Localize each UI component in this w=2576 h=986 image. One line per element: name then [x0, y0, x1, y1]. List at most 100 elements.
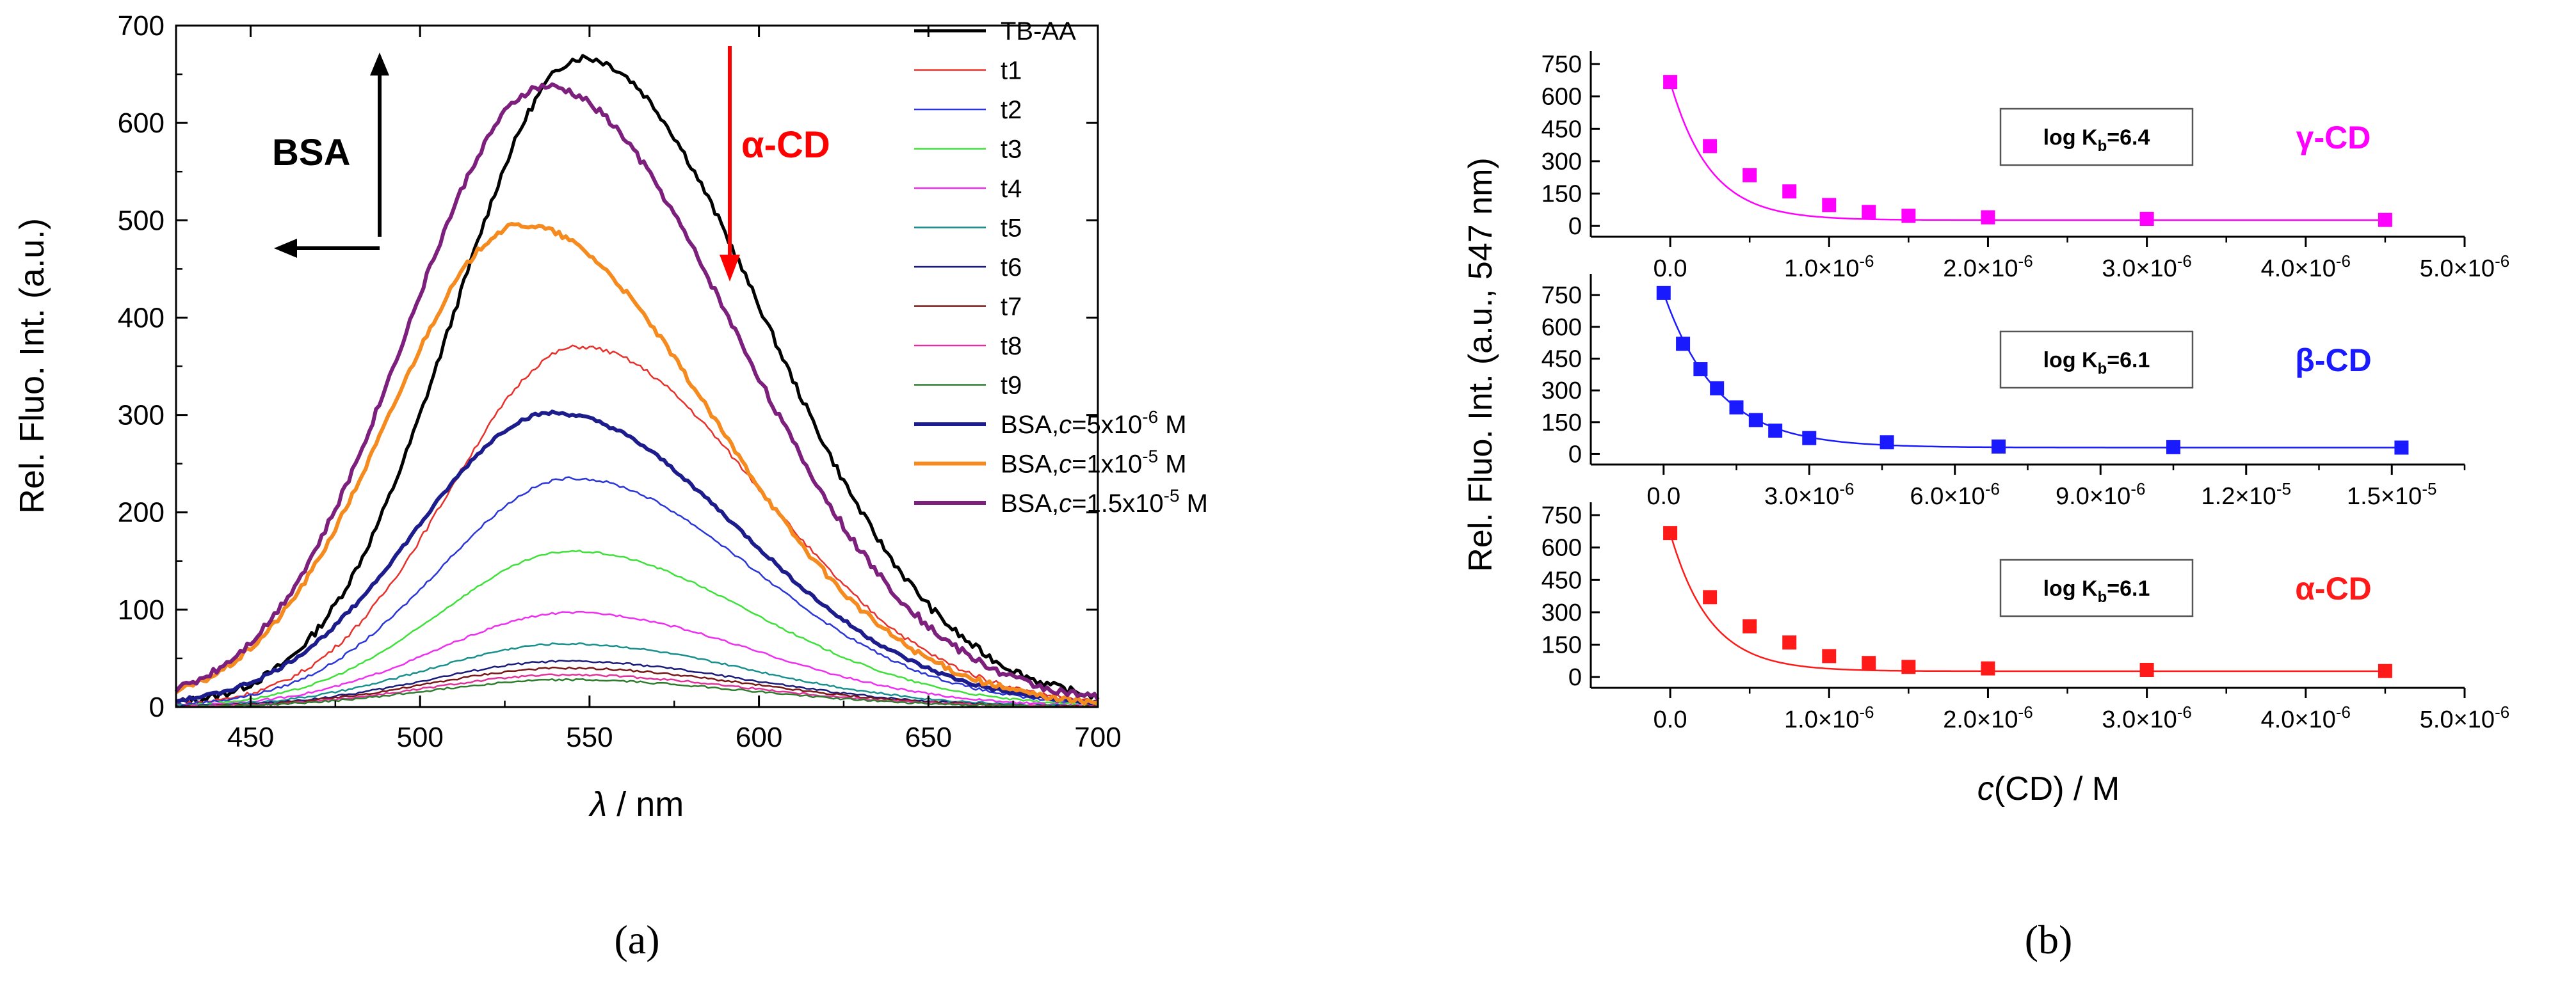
- caption-b: (b): [2025, 917, 2073, 962]
- legend-label-BSA,c=1.5x10-5 M: BSA,c=1.5x10-5 M: [1001, 486, 1208, 518]
- y-tick-label: 450: [1542, 116, 1582, 143]
- data-point: [1981, 210, 1995, 225]
- x-tick-label: 1.0×10-6: [1784, 251, 1874, 282]
- y-tick-label: 750: [1542, 282, 1582, 309]
- x-tick-label: 5.0×10-6: [2420, 703, 2509, 733]
- data-point: [1862, 205, 1876, 219]
- logk-text: log Kb=6.1: [2043, 576, 2150, 606]
- legend-label-t4: t4: [1001, 175, 1022, 203]
- data-point: [1822, 198, 1837, 212]
- panel-b-x-axis-label: c(CD) / M: [1977, 770, 2120, 807]
- y-tick-label: 100: [118, 594, 165, 626]
- curve-BSA,c=1.5x10-5 M: [174, 82, 1100, 701]
- curve-t6: [175, 660, 1099, 708]
- x-tick-label: 1.2×10-5: [2202, 479, 2291, 510]
- data-point: [2139, 663, 2154, 677]
- data-point: [2378, 664, 2392, 678]
- data-point: [1880, 435, 1894, 450]
- x-tick-label: 2.0×10-6: [1943, 703, 2033, 733]
- data-point: [1663, 526, 1678, 541]
- curve-t2: [175, 476, 1099, 706]
- bsa-label: BSA: [272, 132, 350, 173]
- y-tick-label: 600: [1542, 535, 1582, 562]
- data-point: [1782, 635, 1797, 650]
- data-point: [1782, 184, 1797, 199]
- panel-a-x-axis-label: λ / nm: [588, 785, 684, 823]
- data-point: [1656, 285, 1671, 300]
- curve-t9: [175, 678, 1099, 708]
- y-tick-label: 450: [1542, 567, 1582, 594]
- alpha-cd-label: α-CD: [741, 124, 830, 166]
- y-tick-label: 600: [1542, 314, 1582, 341]
- data-point: [1663, 75, 1678, 90]
- panel-a-chart: 450 500 550 600 650 700 0 100 200 300 400 500 600 700…: [13, 10, 1208, 962]
- x-tick-label: 5.0×10-6: [2420, 251, 2509, 282]
- bsa-annotation: BSA: [272, 52, 389, 258]
- data-point: [1862, 656, 1876, 671]
- curve-t5: [175, 642, 1099, 708]
- subplot-α-CD: 0 150 300 450 600 750 0.0 1.0×10-6 2.0×10-6 3.0×1…: [1542, 502, 2509, 733]
- data-point: [1710, 381, 1725, 395]
- legend-label-BSA,c=5x10-6 M: BSA,c=5x10-6 M: [1001, 407, 1187, 439]
- y-tick-label: 600: [1542, 84, 1582, 111]
- x-tick-label: 1.0×10-6: [1784, 703, 1874, 733]
- y-tick-label: 400: [118, 302, 165, 333]
- x-tick-label: 550: [566, 722, 613, 753]
- panel-a-legend: TB-AA t1 t2 t3 t4 t5 t6 t7 t8 t9 BSA,c=5x10-6 M BSA…: [914, 17, 1208, 518]
- y-tick-label: 0: [1568, 213, 1582, 240]
- data-point: [1729, 400, 1744, 415]
- x-tick-label: 700: [1074, 722, 1121, 753]
- alpha-cd-annotation: α-CD: [720, 46, 830, 282]
- legend-label-t6: t6: [1001, 253, 1022, 282]
- logk-box: [1999, 107, 2194, 166]
- x-tick-label: 600: [736, 722, 782, 753]
- legend-label-t1: t1: [1001, 57, 1022, 85]
- y-tick-label: 150: [1542, 632, 1582, 659]
- x-tick-label: 3.0×10-6: [2102, 251, 2191, 282]
- y-tick-label: 0: [1568, 441, 1582, 468]
- data-point: [1743, 619, 1757, 633]
- y-tick-label: 750: [1542, 51, 1582, 78]
- data-point: [1693, 362, 1708, 377]
- x-tick-label: 1.5×10-5: [2347, 479, 2436, 510]
- data-point: [1703, 590, 1718, 605]
- legend-label-t5: t5: [1001, 214, 1022, 243]
- x-tick-label: 4.0×10-6: [2261, 703, 2351, 733]
- y-tick-label: 600: [118, 107, 165, 139]
- x-tick-label: 2.0×10-6: [1943, 251, 2033, 282]
- legend-label-t8: t8: [1001, 332, 1022, 360]
- data-point: [1901, 209, 1916, 223]
- data-point: [2378, 212, 2392, 227]
- x-tick-label: 0.0: [1654, 255, 1687, 282]
- y-tick-label: 0: [1568, 664, 1582, 691]
- y-tick-label: 150: [1542, 181, 1582, 208]
- data-point: [1822, 649, 1837, 664]
- x-tick-label: 3.0×10-6: [1764, 479, 1854, 510]
- x-tick-label: 0.0: [1646, 483, 1680, 510]
- legend-label-t9: t9: [1001, 372, 1022, 400]
- panel-a-y-axis-label: Rel. Fluo. Int. (a.u.): [13, 218, 51, 514]
- x-tick-label: 3.0×10-6: [2102, 703, 2191, 733]
- data-point: [2139, 212, 2154, 226]
- x-tick-label: 9.0×10-6: [2056, 479, 2145, 510]
- legend-label-t2: t2: [1001, 96, 1022, 124]
- logk-box: [1999, 330, 2194, 389]
- cd-label: α-CD: [2295, 571, 2372, 607]
- curve-t4: [175, 610, 1099, 708]
- y-tick-label: 300: [1542, 600, 1582, 626]
- y-tick-label: 700: [118, 10, 165, 42]
- x-tick-label: 450: [227, 722, 274, 753]
- curve-BSA,c=5x10-6 M: [175, 410, 1099, 706]
- bsa-left-arrowhead: [274, 239, 297, 258]
- logk-text: log Kb=6.1: [2043, 348, 2150, 378]
- curve-t8: [175, 673, 1099, 708]
- x-tick-label: 500: [396, 722, 443, 753]
- data-point: [1768, 424, 1783, 438]
- y-tick-label: 450: [1542, 346, 1582, 372]
- legend-label-BSA,c=1x10-5 M: BSA,c=1x10-5 M: [1001, 447, 1187, 479]
- panel-b-chart: 0 150 300 450 600 750 0.0 1.0×10-6 2.0×10-6 3.0×1…: [1462, 51, 2509, 962]
- panel-a-ticks: 450 500 550 600 650 700 0 100 200 300 400 500 600 700: [118, 10, 1122, 753]
- y-tick-label: 150: [1542, 410, 1582, 436]
- data-point: [1802, 431, 1817, 445]
